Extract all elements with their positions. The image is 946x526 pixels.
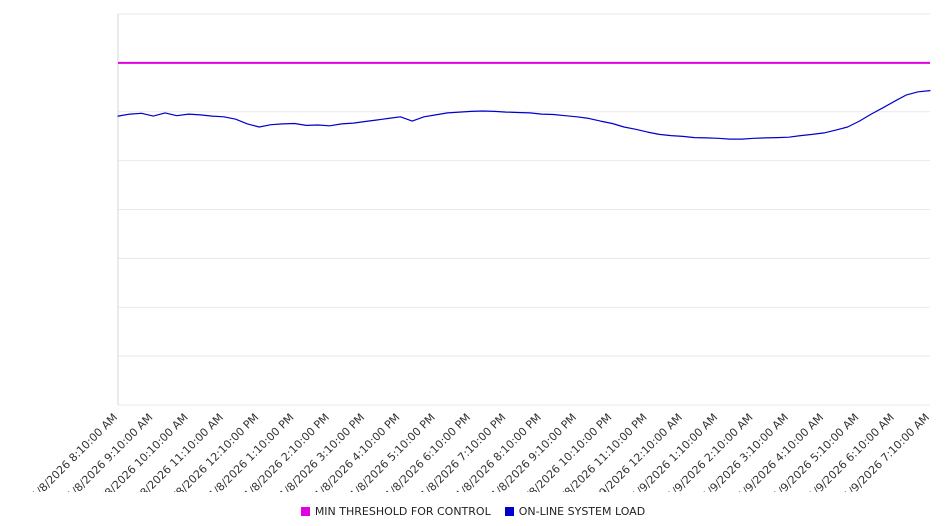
system-load-line — [117, 89, 931, 140]
legend-item-min-threshold: MIN THRESHOLD FOR CONTROL — [300, 505, 491, 518]
legend-item-system-load: ON-LINE SYSTEM LOAD — [504, 505, 646, 518]
load-legend-label: ON-LINE SYSTEM LOAD — [518, 505, 646, 518]
load-legend-swatch — [504, 507, 514, 516]
chart-legend: MIN THRESHOLD FOR CONTROL ON-LINE SYSTEM… — [0, 505, 946, 518]
threshold-legend-swatch — [300, 507, 310, 516]
threshold-legend-label: MIN THRESHOLD FOR CONTROL — [314, 505, 491, 518]
line-chart-plot: 1/8/2026 8:10:00 AM1/8/2026 9:10:00 AM1/… — [29, 13, 932, 507]
